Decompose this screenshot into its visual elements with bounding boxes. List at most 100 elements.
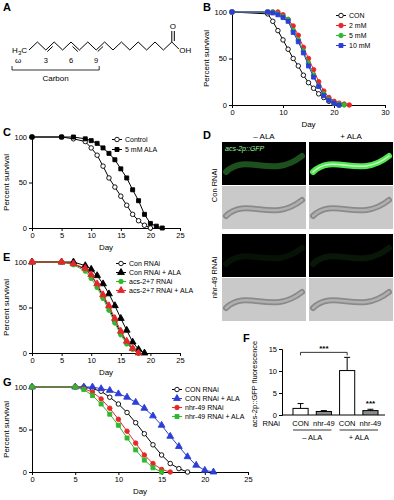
axis: 050100 [14, 258, 32, 358]
point [141, 404, 148, 410]
axis: 0510152025 [30, 353, 184, 365]
point [316, 84, 321, 89]
worm-brightfield-core [226, 200, 302, 216]
tick-label: 25 [176, 231, 184, 240]
tick-label: 0 [23, 468, 27, 477]
survival-line [232, 12, 344, 105]
tick: 10 [279, 105, 287, 117]
tick-mark [29, 228, 32, 229]
panel-label: A [3, 1, 11, 13]
point [116, 417, 121, 422]
bond [29, 42, 37, 50]
x-axis-title: RNAi [262, 419, 280, 428]
tick-mark [29, 472, 32, 473]
survival-line [32, 387, 170, 472]
point [133, 441, 138, 446]
tick: 30 [381, 105, 389, 117]
point [88, 271, 95, 277]
axis-line [33, 354, 181, 357]
tick-mark [229, 59, 232, 60]
tick-label: 5 [74, 475, 78, 484]
tick-label: 20 [147, 356, 155, 365]
bar [293, 408, 308, 415]
point [276, 13, 280, 17]
survival-line [32, 387, 188, 472]
point [201, 466, 208, 472]
tick-mark [279, 415, 282, 416]
tick: 0 [30, 353, 34, 365]
point [337, 102, 342, 107]
bond [163, 42, 171, 50]
point [70, 260, 77, 266]
point [317, 84, 321, 88]
figure: AH3COOHω369CarbonD– ALA+ ALACon RNAinhr-… [0, 0, 394, 500]
x-axis-title: Day [99, 243, 113, 252]
point [142, 212, 146, 216]
point [117, 314, 124, 320]
point [168, 470, 173, 475]
legend-marker [118, 287, 125, 293]
point [135, 349, 142, 355]
worm-brightfield-core [226, 292, 302, 308]
point [332, 101, 337, 106]
point [30, 385, 34, 389]
point [125, 410, 130, 415]
survival-line [32, 262, 144, 353]
axis: 050100 [14, 133, 32, 233]
point [142, 453, 147, 458]
point [101, 164, 106, 169]
legend-label: 5 mM ALA [125, 146, 158, 153]
point [148, 221, 152, 225]
point [230, 10, 235, 15]
point [175, 443, 182, 449]
legend-label: nhr-49 RNAi + ALA [185, 413, 245, 420]
tick-mark [279, 393, 282, 394]
point [82, 388, 86, 392]
legend-label: CON [349, 12, 365, 19]
point [158, 421, 165, 427]
tick: 0 [30, 228, 34, 240]
point [306, 80, 311, 85]
point [113, 158, 117, 162]
legend-label: Con RNAi [129, 260, 161, 267]
axis-line [233, 106, 386, 109]
point [136, 218, 141, 223]
tick: 15 [117, 353, 125, 365]
survival-line [232, 12, 339, 105]
point [137, 199, 141, 203]
survival-line [232, 12, 349, 105]
brightfield-image [309, 278, 393, 321]
axis-line [29, 138, 33, 229]
panel-label: B [203, 1, 211, 13]
point [271, 11, 275, 15]
significance-label: *** [319, 344, 329, 353]
worm-brightfield-core [313, 292, 389, 308]
point [95, 141, 99, 145]
image-panel: D– ALA+ ALACon RNAinhr-49 RNAiacs-2p::GF… [203, 129, 393, 321]
point [316, 92, 321, 97]
worm-brightfield [226, 292, 302, 308]
brightfield-image [222, 278, 306, 321]
axis-line [29, 263, 33, 354]
worm-brightfield [313, 292, 389, 308]
plot-area [293, 357, 378, 415]
point [101, 146, 105, 150]
bond [63, 42, 71, 50]
tick: 25 [244, 472, 252, 484]
tick-mark [229, 105, 232, 106]
y-axis-title: Percent survival [2, 154, 11, 211]
brightfield-image [309, 186, 393, 229]
tick-label: 50 [19, 303, 27, 312]
point [134, 448, 138, 452]
point [210, 468, 217, 474]
point [193, 461, 200, 467]
bond [54, 42, 62, 50]
tick-label: 100 [214, 8, 227, 17]
tick-label: 50 [219, 54, 227, 63]
legend-marker [339, 33, 344, 38]
legend-marker [115, 148, 119, 152]
point [116, 402, 121, 407]
worm-gfp-core [313, 156, 389, 172]
bracket [12, 66, 99, 70]
legend-label: CON RNAi [185, 386, 219, 393]
